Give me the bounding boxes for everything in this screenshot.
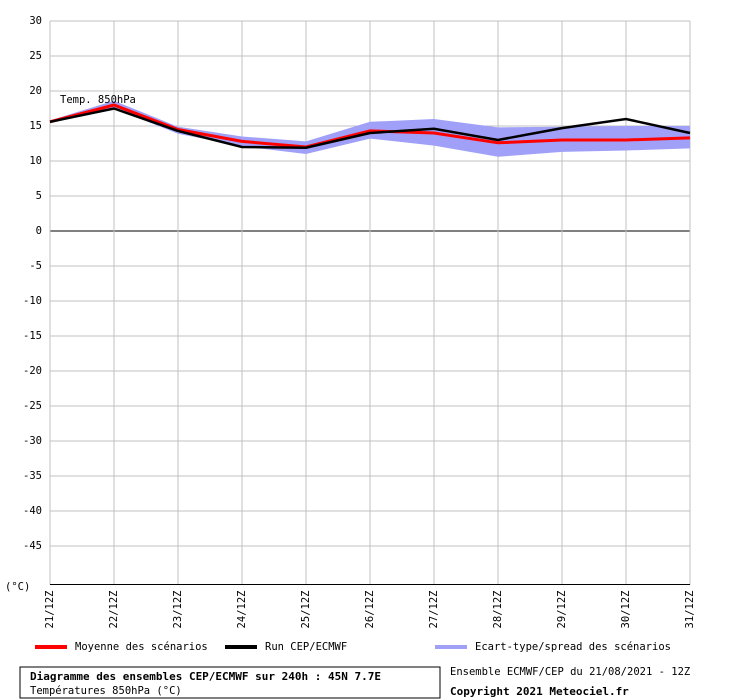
x-tick-label: 26/12Z (364, 591, 376, 629)
y-tick-label: -30 (23, 435, 42, 447)
annotation: Temp. 850hPa (60, 94, 136, 106)
legend-label: Moyenne des scénarios (75, 641, 208, 653)
y-tick-label: -40 (23, 505, 42, 517)
x-tick-label: 24/12Z (236, 591, 248, 629)
x-tick-label: 31/12Z (684, 591, 696, 629)
source: Ensemble ECMWF/CEP du 21/08/2021 - 12Z (450, 666, 690, 678)
x-tick-label: 23/12Z (172, 591, 184, 629)
x-tick-label: 28/12Z (492, 591, 504, 629)
chart-title: Diagramme des ensembles CEP/ECMWF sur 24… (30, 670, 381, 683)
legend-label: Ecart-type/spread des scénarios (475, 641, 671, 653)
y-tick-label: -25 (23, 400, 42, 412)
title-box (19, 666, 441, 699)
legend-label: Run CEP/ECMWF (265, 641, 347, 653)
legend-swatch (435, 645, 467, 649)
series-line (49, 103, 691, 149)
y-tick-label: 20 (29, 85, 42, 97)
y-tick-label: 25 (29, 50, 42, 62)
y-axis-label: (°C) (5, 581, 30, 593)
y-tick-label: -15 (23, 330, 42, 342)
series-line (49, 107, 691, 149)
grid (49, 20, 691, 585)
x-tick-label: 29/12Z (556, 591, 568, 629)
x-tick-label: 22/12Z (108, 591, 120, 629)
subtitle: Températures 850hPa (°C) (30, 685, 182, 697)
y-tick-label: 5 (36, 190, 42, 202)
y-tick-label: -45 (23, 540, 42, 552)
y-tick-label: -5 (29, 260, 42, 272)
x-tick-label: 25/12Z (300, 591, 312, 629)
copyright: Copyright 2021 Meteociel.fr (450, 685, 629, 698)
legend-swatch (225, 645, 257, 649)
x-tick-label: 30/12Z (620, 591, 632, 629)
y-tick-label: -35 (23, 470, 42, 482)
x-tick-label: 27/12Z (428, 591, 440, 629)
legend-swatch (35, 645, 67, 649)
y-tick-label: 10 (29, 155, 42, 167)
x-tick-label: 21/12Z (44, 591, 56, 629)
y-tick-label: 15 (29, 120, 42, 132)
y-tick-label: 30 (29, 15, 42, 27)
y-tick-label: 0 (36, 225, 42, 237)
y-tick-label: -20 (23, 365, 42, 377)
y-tick-label: -10 (23, 295, 42, 307)
